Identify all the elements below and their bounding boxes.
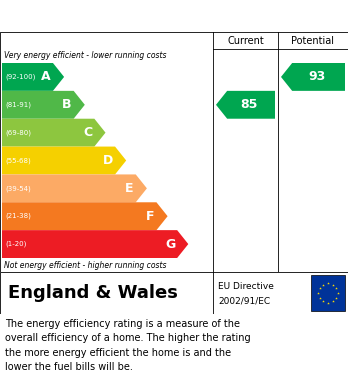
Text: F: F xyxy=(146,210,155,223)
Polygon shape xyxy=(2,147,126,174)
Polygon shape xyxy=(216,91,275,119)
Text: B: B xyxy=(62,98,72,111)
Bar xyxy=(311,275,345,311)
Polygon shape xyxy=(2,230,188,258)
Text: Potential: Potential xyxy=(292,36,334,45)
Polygon shape xyxy=(2,174,147,202)
Text: (21-38): (21-38) xyxy=(5,213,31,219)
Polygon shape xyxy=(2,119,105,147)
Text: A: A xyxy=(41,70,51,83)
Text: The energy efficiency rating is a measure of the
overall efficiency of a home. T: The energy efficiency rating is a measur… xyxy=(5,319,251,372)
Text: Current: Current xyxy=(227,36,264,45)
Text: England & Wales: England & Wales xyxy=(8,284,178,302)
Polygon shape xyxy=(2,91,85,119)
Polygon shape xyxy=(2,63,64,91)
Text: (1-20): (1-20) xyxy=(5,241,26,248)
Text: E: E xyxy=(125,182,134,195)
Text: (92-100): (92-100) xyxy=(5,74,35,80)
Text: (55-68): (55-68) xyxy=(5,157,31,164)
Text: (81-91): (81-91) xyxy=(5,102,31,108)
Text: Very energy efficient - lower running costs: Very energy efficient - lower running co… xyxy=(4,52,166,61)
Text: G: G xyxy=(165,238,175,251)
Text: 93: 93 xyxy=(308,70,325,83)
Text: Not energy efficient - higher running costs: Not energy efficient - higher running co… xyxy=(4,260,166,269)
Text: 85: 85 xyxy=(240,98,258,111)
Text: (39-54): (39-54) xyxy=(5,185,31,192)
Polygon shape xyxy=(2,202,168,230)
Text: EU Directive: EU Directive xyxy=(218,282,274,291)
Text: C: C xyxy=(83,126,92,139)
Text: 2002/91/EC: 2002/91/EC xyxy=(218,296,270,305)
Text: Energy Efficiency Rating: Energy Efficiency Rating xyxy=(8,9,218,23)
Text: (69-80): (69-80) xyxy=(5,129,31,136)
Text: D: D xyxy=(103,154,113,167)
Polygon shape xyxy=(281,63,345,91)
